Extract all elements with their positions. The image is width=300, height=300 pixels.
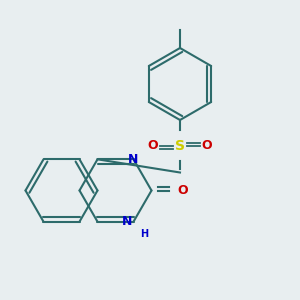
Text: S: S bbox=[175, 139, 185, 152]
Text: O: O bbox=[148, 139, 158, 152]
Text: O: O bbox=[178, 184, 188, 197]
Text: N: N bbox=[128, 153, 139, 166]
Text: N: N bbox=[122, 215, 133, 228]
Text: H: H bbox=[140, 229, 148, 239]
Text: O: O bbox=[202, 139, 212, 152]
